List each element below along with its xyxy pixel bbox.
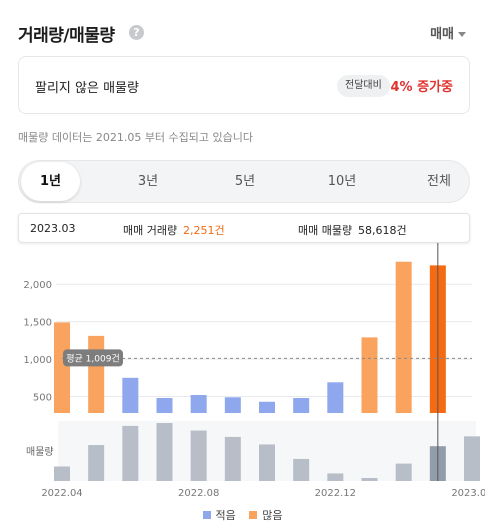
tab-3y[interactable]: 3년 bbox=[137, 174, 159, 189]
listing-bar bbox=[88, 445, 105, 481]
tab-1y[interactable]: 1년 bbox=[21, 162, 80, 201]
volume-bar bbox=[327, 382, 344, 413]
volume-bar bbox=[361, 337, 378, 413]
legend-item-low: 적음 bbox=[202, 507, 236, 523]
chart-tooltip: 2023.03 매매 거래량 2,251건 매매 매물량 58,618건 bbox=[18, 213, 470, 243]
summary-label: 팔리지 않은 매물량 bbox=[35, 81, 139, 96]
listing-bar bbox=[361, 478, 378, 481]
tooltip-listing-value: 58,618건 bbox=[358, 224, 407, 237]
listing-bar bbox=[122, 425, 139, 481]
listing-bar bbox=[293, 458, 310, 481]
tab-all[interactable]: 전체 bbox=[427, 174, 451, 189]
y-tick-label: 1,500 bbox=[23, 318, 52, 329]
x-tick-label: 2023.04 bbox=[451, 488, 485, 499]
volume-bar bbox=[259, 401, 275, 413]
y-tick-label: 2,000 bbox=[23, 280, 52, 291]
average-badge bbox=[63, 349, 123, 367]
x-tick-label: 2022.04 bbox=[41, 488, 82, 499]
listing-bar bbox=[224, 436, 241, 481]
header: 거래량/매물량 ? 매매 bbox=[18, 20, 470, 46]
y-tick-label: 500 bbox=[33, 393, 52, 404]
volume-bar bbox=[395, 261, 412, 413]
tooltip-trade-label: 매매 거래량 bbox=[123, 224, 178, 237]
listing-bar bbox=[54, 466, 70, 481]
listing-bar bbox=[156, 423, 173, 481]
y-tick-label: 1,000 bbox=[23, 355, 52, 366]
compare-badge: 전달대비 bbox=[337, 75, 390, 97]
tooltip-trade-value: 2,251건 bbox=[183, 224, 225, 237]
volume-bar bbox=[54, 322, 70, 413]
volume-bar bbox=[88, 335, 105, 413]
volume-bar bbox=[156, 398, 173, 413]
listing-bar bbox=[395, 463, 412, 481]
volume-bar bbox=[293, 398, 310, 413]
volume-bar bbox=[224, 397, 241, 413]
unsold-listing-summary: 팔리지 않은 매물량 전달대비 4% 증가중 bbox=[18, 56, 470, 114]
tab-10y[interactable]: 10년 bbox=[327, 174, 357, 189]
legend-swatch-high bbox=[249, 511, 258, 519]
listing-bar bbox=[464, 436, 480, 481]
average-label: 평균 1,009건 bbox=[66, 353, 119, 364]
chart-legend: 적음 많음 bbox=[0, 507, 485, 523]
trade-type-label: 매매 bbox=[430, 27, 454, 42]
x-tick-label: 2022.12 bbox=[315, 488, 356, 499]
legend-swatch-low bbox=[202, 511, 211, 519]
listing-bar bbox=[259, 444, 275, 481]
change-value: 4% 증가중 bbox=[390, 80, 453, 95]
listing-axis-label: 매물량 bbox=[26, 446, 54, 458]
caret-down-icon bbox=[458, 32, 466, 37]
volume-bar bbox=[190, 395, 207, 413]
tab-5y[interactable]: 5년 bbox=[234, 174, 256, 189]
legend-label-low: 적음 bbox=[215, 509, 236, 522]
trade-type-dropdown[interactable]: 매매 bbox=[430, 23, 466, 42]
tooltip-listing-label: 매매 매물량 bbox=[298, 224, 353, 237]
help-icon[interactable]: ? bbox=[129, 25, 144, 40]
volume-bar bbox=[122, 377, 139, 413]
x-tick-label: 2022.08 bbox=[178, 488, 219, 499]
period-tabs: 1년 3년 5년 10년 전체 bbox=[18, 160, 470, 203]
data-notice: 매물량 데이터는 2021.05 부터 수집되고 있습니다 bbox=[18, 131, 254, 144]
listing-bar bbox=[327, 473, 344, 481]
legend-label-high: 많음 bbox=[262, 509, 283, 522]
tooltip-date: 2023.03 bbox=[30, 222, 76, 235]
listing-bar bbox=[190, 430, 207, 481]
page-title: 거래량/매물량 bbox=[18, 26, 115, 46]
legend-item-high: 많음 bbox=[249, 507, 283, 523]
